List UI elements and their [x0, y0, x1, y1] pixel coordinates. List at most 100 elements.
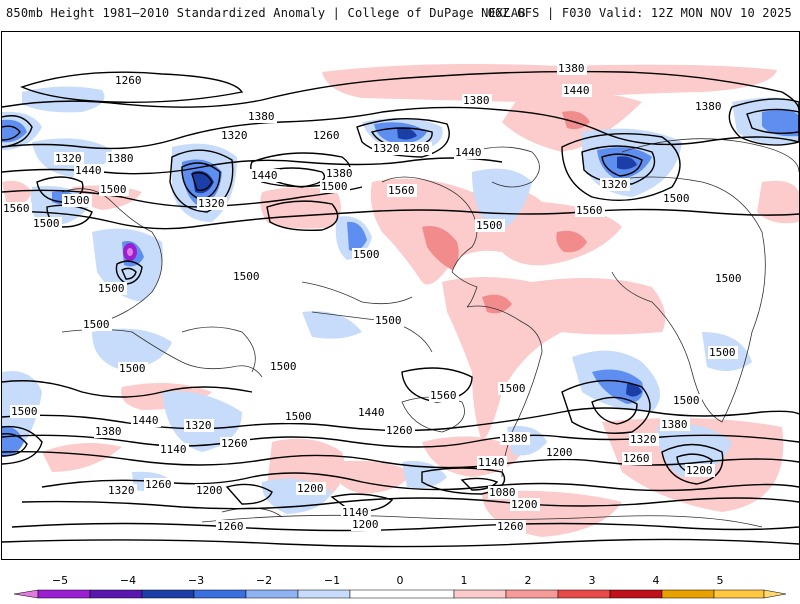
colorbar-swatch: [349, 589, 455, 599]
map-panel: 1260 1380 1440 1380 1380 1380 1320 1260 …: [1, 31, 800, 560]
svg-text:1260: 1260: [221, 437, 248, 450]
contour-label: 1380: [94, 425, 124, 438]
svg-text:1320: 1320: [55, 152, 82, 165]
svg-text:1200: 1200: [686, 464, 713, 477]
contour-label: 1440: [454, 146, 484, 159]
colorbar-swatch: [245, 589, 299, 599]
contour-label: 1380: [500, 432, 530, 445]
svg-text:1560: 1560: [576, 204, 603, 217]
svg-text:1320: 1320: [373, 142, 400, 155]
svg-text:1380: 1380: [463, 94, 490, 107]
contour-label: 1380: [325, 167, 355, 180]
contour-label: 1500: [475, 219, 505, 232]
contour-label: 1560: [387, 184, 417, 197]
contour-label: 1500: [10, 405, 40, 418]
colorbar-swatch: [713, 589, 765, 599]
contour-label: 1500: [498, 382, 528, 395]
colorbar: −5 −4 −3 −2 −1 0 1 2 3 4 5: [0, 570, 800, 600]
svg-text:1260: 1260: [145, 478, 172, 491]
colorbar-ticks: −5 −4 −3 −2 −1 0 1 2 3 4 5: [52, 574, 724, 587]
contour-label: 1500: [352, 248, 382, 261]
svg-text:1500: 1500: [11, 405, 38, 418]
svg-text:1500: 1500: [663, 192, 690, 205]
svg-text:1260: 1260: [313, 129, 340, 142]
svg-text:1380: 1380: [558, 62, 585, 75]
contour-label: 1560: [429, 389, 459, 402]
colorbar-swatch: [297, 589, 351, 599]
contour-label: 1260: [114, 74, 144, 87]
svg-text:1380: 1380: [501, 432, 528, 445]
anomaly-map: 1260 1380 1440 1380 1380 1380 1320 1260 …: [2, 62, 799, 548]
colorbar-swatch: [557, 589, 611, 599]
colorbar-tick: 2: [525, 574, 532, 587]
contour-label: 1380: [557, 62, 587, 75]
contour-label: 1260: [216, 520, 246, 533]
svg-text:1260: 1260: [115, 74, 142, 87]
colorbar-tick: −5: [52, 574, 68, 587]
svg-text:1500: 1500: [321, 180, 348, 193]
svg-text:1440: 1440: [132, 414, 159, 427]
svg-text:1500: 1500: [98, 282, 125, 295]
colorbar-tick: 0: [397, 574, 404, 587]
colorbar-tick: −1: [324, 574, 340, 587]
contour-label: 1260: [144, 478, 174, 491]
svg-text:1260: 1260: [497, 520, 524, 533]
svg-text:1320: 1320: [221, 129, 248, 142]
colorbar-swatch: [763, 589, 787, 599]
contour-label: 1500: [62, 194, 92, 207]
contour-label: 1500: [708, 346, 738, 359]
svg-text:1380: 1380: [95, 425, 122, 438]
colorbar-swatch: [141, 589, 195, 599]
svg-text:1380: 1380: [248, 110, 275, 123]
contour-label: 1140: [341, 506, 371, 519]
contour-label: 1200: [545, 446, 575, 459]
contour-label: 1380: [660, 418, 690, 431]
contour-label: 1380: [462, 94, 492, 107]
svg-text:1380: 1380: [107, 152, 134, 165]
contour-label: 1500: [672, 394, 702, 407]
svg-text:1260: 1260: [403, 142, 430, 155]
colorbar-tick: 3: [589, 574, 596, 587]
svg-text:1500: 1500: [673, 394, 700, 407]
contour-label: 1500: [320, 180, 350, 193]
svg-text:1500: 1500: [233, 270, 260, 283]
contour-label: 1320: [220, 129, 250, 142]
contour-label: 1500: [374, 314, 404, 327]
svg-text:1500: 1500: [270, 360, 297, 373]
height-contours: [2, 70, 799, 548]
svg-text:1260: 1260: [217, 520, 244, 533]
colorbar-tick: −4: [120, 574, 136, 587]
contour-label: 1500: [97, 282, 127, 295]
svg-text:1500: 1500: [709, 346, 736, 359]
svg-text:1320: 1320: [630, 433, 657, 446]
contour-label: 1260: [312, 129, 342, 142]
svg-text:1260: 1260: [386, 424, 413, 437]
contour-label: 1320: [372, 142, 402, 155]
colorbar-swatch: [453, 589, 507, 599]
svg-text:1500: 1500: [100, 183, 127, 196]
svg-text:1440: 1440: [251, 169, 278, 182]
contour-labels: 1260 1380 1440 1380 1380 1380 1320 1260 …: [2, 62, 744, 533]
svg-text:1380: 1380: [695, 100, 722, 113]
contour-label: 1200: [296, 482, 326, 495]
contour-label: 1140: [477, 456, 507, 469]
contour-label: 1380: [106, 152, 136, 165]
contour-label: 1380: [694, 100, 724, 113]
contour-label: 1320: [184, 419, 214, 432]
colorbar-swatch: [37, 589, 91, 599]
svg-text:1200: 1200: [297, 482, 324, 495]
svg-text:1320: 1320: [108, 484, 135, 497]
contour-label: 1260: [496, 520, 526, 533]
svg-text:1200: 1200: [546, 446, 573, 459]
contour-label: 1200: [685, 464, 715, 477]
contour-label: 1200: [510, 498, 540, 511]
svg-text:1440: 1440: [358, 406, 385, 419]
contour-label: 1320: [629, 433, 659, 446]
svg-text:1320: 1320: [601, 178, 628, 191]
contour-label: 1440: [562, 84, 592, 97]
header: 850mb Height 1981–2010 Standardized Anom…: [0, 0, 800, 30]
colorbar-tick: 1: [461, 574, 468, 587]
svg-text:1080: 1080: [489, 486, 516, 499]
svg-text:1560: 1560: [430, 389, 457, 402]
svg-text:1440: 1440: [75, 164, 102, 177]
